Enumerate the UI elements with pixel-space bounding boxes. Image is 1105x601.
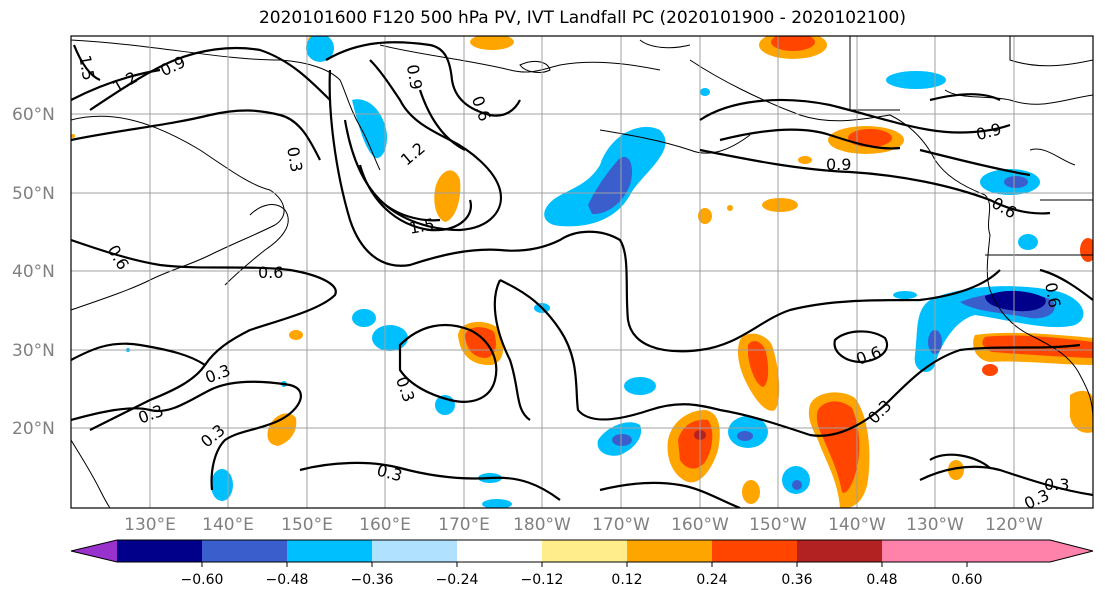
map-frame xyxy=(70,35,1094,509)
lon-label: 130°E xyxy=(124,515,176,535)
contour-label: 0.9 xyxy=(403,63,426,91)
colorbar-tick-label: −0.12 xyxy=(521,572,564,588)
lon-label: 170°W xyxy=(592,515,650,535)
colorbar-segment xyxy=(712,540,797,562)
colorbar-tick-label: −0.36 xyxy=(351,572,394,588)
gridlines xyxy=(71,36,1093,508)
colorbar-tick-label: −0.60 xyxy=(181,572,224,588)
ivt-shading xyxy=(71,36,1093,508)
colorbar-tick-label: 0.48 xyxy=(866,572,897,588)
pv-contours xyxy=(71,41,1093,508)
lat-label: 50°N xyxy=(12,184,55,204)
lon-label: 160°W xyxy=(671,515,729,535)
lat-label: 20°N xyxy=(12,419,55,439)
colorbar-segment xyxy=(542,540,627,562)
contour-label: 0.3 xyxy=(283,145,306,173)
lon-label: 150°W xyxy=(749,515,807,535)
lon-label: 140°E xyxy=(202,515,254,535)
lat-label: 30°N xyxy=(12,341,55,361)
contour-label: 0.9 xyxy=(826,155,851,174)
colorbar-outline xyxy=(70,539,1094,563)
colorbar: −0.60 −0.48 −0.36 −0.24 −0.12 0.12 0.24 … xyxy=(70,539,1094,588)
map-title: 2020101600 F120 500 hPa PV, IVT Landfall… xyxy=(258,8,906,28)
lat-label: 40°N xyxy=(12,262,55,282)
lon-label: 160°E xyxy=(359,515,411,535)
contour-label: 1.5 xyxy=(408,215,436,238)
colorbar-segment xyxy=(797,540,882,562)
colorbar-segment xyxy=(372,540,457,562)
contour-label: 0.3 xyxy=(1044,475,1069,494)
lon-label: 150°E xyxy=(281,515,333,535)
colorbar-extend-low xyxy=(71,540,117,562)
colorbar-segment xyxy=(627,540,712,562)
colorbar-tick-label: 0.24 xyxy=(696,572,727,588)
lon-label: 140°W xyxy=(828,515,886,535)
contour-label: 0.6 xyxy=(1041,281,1064,309)
colorbar-segment xyxy=(202,540,287,562)
colorbar-segment xyxy=(287,540,372,562)
map-area xyxy=(71,36,1093,508)
lon-label: 120°W xyxy=(985,515,1043,535)
colorbar-tick-label: 0.36 xyxy=(781,572,812,588)
colorbar-tick-label: 0.12 xyxy=(611,572,642,588)
colorbar-segment xyxy=(117,540,202,562)
lon-label: 130°W xyxy=(906,515,964,535)
contour-label: 0.6 xyxy=(258,263,283,282)
latitude-labels: 60°N 50°N 40°N 30°N 20°N xyxy=(12,105,55,439)
colorbar-tick-label: −0.48 xyxy=(266,572,309,588)
colorbar-segment xyxy=(457,540,542,562)
colorbar-extend-high xyxy=(882,540,1093,562)
longitude-labels: 130°E 140°E 150°E 160°E 170°E 180°W 170°… xyxy=(124,515,1043,535)
lon-label: 170°E xyxy=(438,515,490,535)
colorbar-tick-label: −0.24 xyxy=(436,572,479,588)
lon-label: 180°W xyxy=(513,515,571,535)
lat-label: 60°N xyxy=(12,105,55,125)
colorbar-tick-label: 0.60 xyxy=(951,572,982,588)
contour-label: 1.5 xyxy=(75,54,98,82)
